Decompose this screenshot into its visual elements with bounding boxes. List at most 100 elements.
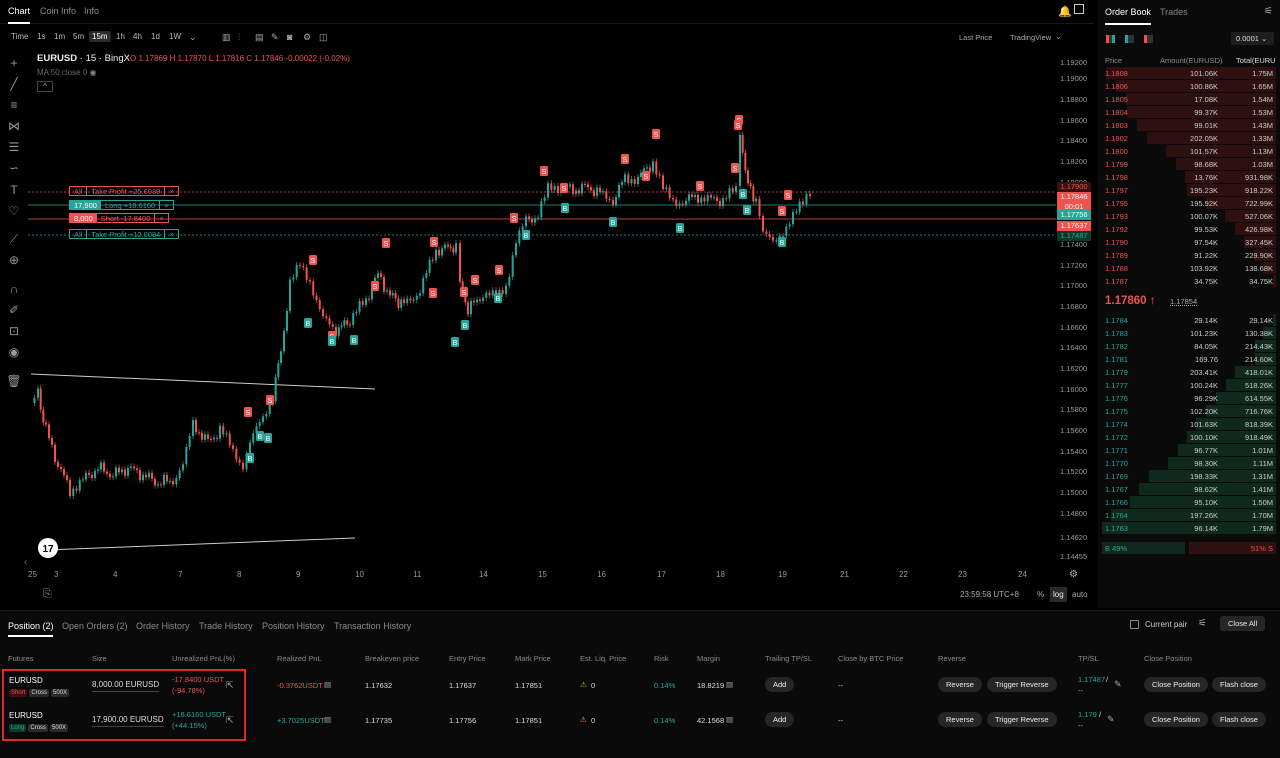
- bid-row[interactable]: 1.1769 198.33K 1.31M: [1102, 470, 1276, 482]
- eye-icon[interactable]: ◉: [8, 345, 20, 359]
- view-bids-icon[interactable]: [1125, 35, 1134, 43]
- layout-icon[interactable]: ◫: [319, 32, 328, 42]
- candle-type-icon[interactable]: ▥: [222, 32, 231, 42]
- trendline-icon[interactable]: ╱: [10, 77, 18, 91]
- tf-15m[interactable]: 15m: [89, 31, 111, 42]
- ask-row[interactable]: 1.1797 195.23K 918.22K: [1102, 184, 1276, 196]
- last-price-toggle[interactable]: Last Price: [959, 33, 993, 42]
- magnet-icon[interactable]: ∩: [9, 282, 19, 296]
- tf-time[interactable]: Time: [11, 32, 29, 41]
- ask-row[interactable]: 1.1803 99.01K 1.43M: [1102, 119, 1276, 131]
- bid-row[interactable]: 1.1783 101.23K 130.38K: [1102, 327, 1276, 339]
- tf-1h[interactable]: 1h: [116, 32, 125, 41]
- tab-order-history[interactable]: Order History: [136, 621, 190, 631]
- view-asks-icon[interactable]: [1144, 35, 1153, 43]
- bid-row[interactable]: 1.1767 98.62K 1.41M: [1102, 483, 1276, 495]
- trigger-reverse-button[interactable]: Trigger Reverse: [987, 677, 1057, 692]
- bid-row[interactable]: 1.1781 169.76 214.60K: [1102, 353, 1276, 365]
- tradingview-toggle[interactable]: TradingView: [1010, 33, 1052, 42]
- bid-row[interactable]: 1.1766 95.10K 1.50M: [1102, 496, 1276, 508]
- tab-info[interactable]: Info: [84, 6, 100, 16]
- date-range-icon[interactable]: ⎘: [43, 588, 52, 600]
- filter-icon[interactable]: ⚟: [1198, 618, 1207, 629]
- bid-row[interactable]: 1.1784 29.14K 29.14K: [1102, 314, 1276, 326]
- ask-row[interactable]: 1.1790 97.54K 327.45K: [1102, 236, 1276, 248]
- close-icon[interactable]: ×: [154, 214, 167, 223]
- ask-row[interactable]: 1.1798 13.76K 931.98K: [1102, 171, 1276, 183]
- tab-transaction-history[interactable]: Transaction History: [334, 621, 412, 631]
- bid-row[interactable]: 1.1772 100.10K 918.49K: [1102, 431, 1276, 443]
- bid-row[interactable]: 1.1763 96.14K 1.79M: [1102, 522, 1276, 534]
- details-icon[interactable]: ▤: [324, 715, 332, 724]
- tab-order-book[interactable]: Order Book: [1105, 7, 1152, 17]
- collapse-legend-button[interactable]: ^: [37, 81, 53, 92]
- tab-position-history[interactable]: Position History: [262, 621, 325, 631]
- close-position-button[interactable]: Close Position: [1144, 677, 1208, 692]
- close-position-button[interactable]: Close Position: [1144, 712, 1208, 727]
- ask-row[interactable]: 1.1802 202.05K 1.33M: [1102, 132, 1276, 144]
- bid-row[interactable]: 1.1770 98.30K 1.11M: [1102, 457, 1276, 469]
- bid-row[interactable]: 1.1771 96.77K 1.01M: [1102, 444, 1276, 456]
- ruler-icon[interactable]: ⟋: [9, 232, 19, 246]
- view-both-icon[interactable]: [1106, 35, 1115, 43]
- brush-icon[interactable]: ∽: [8, 161, 20, 175]
- tab-coin-info[interactable]: Coin Info: [40, 6, 77, 16]
- bid-row[interactable]: 1.1782 84.05K 214.43K: [1102, 340, 1276, 352]
- precision-select[interactable]: 0.0001 ⌄: [1231, 32, 1274, 45]
- ask-row[interactable]: 1.1789 91.22K 229.90K: [1102, 249, 1276, 261]
- tab-open-orders[interactable]: Open Orders (2): [62, 621, 128, 631]
- price-axis[interactable]: 1.19200 1.19000 1.18800 1.18600 1.18400 1.182…: [1056, 50, 1094, 568]
- reverse-button[interactable]: Reverse: [938, 677, 982, 692]
- tp-short-line-label[interactable]: All Take Profit +25.6939 ×: [69, 186, 179, 196]
- header-total[interactable]: Total(EURU: [1236, 56, 1276, 65]
- ask-row[interactable]: 1.1799 98.68K 1.03M: [1102, 158, 1276, 170]
- text-icon[interactable]: T: [10, 183, 18, 197]
- close-all-button[interactable]: Close All: [1220, 616, 1266, 631]
- tf-4h[interactable]: 4h: [133, 32, 142, 41]
- trash-icon[interactable]: 🗑: [6, 374, 22, 388]
- tp-long-line-label[interactable]: All Take Profit +12.0084 ×: [69, 229, 179, 239]
- tf-1d[interactable]: 1d: [151, 32, 160, 41]
- trailing-add-button[interactable]: Add: [765, 712, 795, 727]
- bid-row[interactable]: 1.1776 96.29K 614.55K: [1102, 392, 1276, 404]
- chart-canvas[interactable]: SSBBBSSBBBSSSSSSSSBBBBSSBSSSBBSSSSBBSSB1…: [28, 50, 1056, 568]
- bid-row[interactable]: 1.1779 203.41K 418.01K: [1102, 366, 1276, 378]
- camera-icon[interactable]: ◙: [287, 32, 293, 42]
- position-size[interactable]: 8,000.00 EURUSD: [92, 680, 160, 692]
- ask-row[interactable]: 1.1806 100.86K 1.65M: [1102, 80, 1276, 92]
- edit-icon[interactable]: ✎: [1107, 714, 1115, 724]
- tab-position[interactable]: Position (2): [8, 621, 54, 631]
- chevron-left-icon[interactable]: ‹: [24, 557, 28, 568]
- flash-close-button[interactable]: Flash close: [1212, 712, 1266, 727]
- bid-row[interactable]: 1.1777 100.24K 518.26K: [1102, 379, 1276, 391]
- trailing-add-button[interactable]: Add: [765, 677, 795, 692]
- indicators-icon[interactable]: ⫶: [238, 32, 241, 42]
- ask-row[interactable]: 1.1793 100.07K 527.06K: [1102, 210, 1276, 222]
- close-icon[interactable]: ×: [164, 230, 177, 239]
- edit-icon[interactable]: ✎: [271, 32, 279, 42]
- tab-trades[interactable]: Trades: [1160, 7, 1188, 17]
- reverse-button[interactable]: Reverse: [938, 712, 982, 727]
- trigger-reverse-button[interactable]: Trigger Reverse: [987, 712, 1057, 727]
- close-icon[interactable]: ×: [164, 187, 177, 196]
- share-icon[interactable]: ⇱: [226, 680, 234, 690]
- bid-row[interactable]: 1.1775 102.20K 716.76K: [1102, 405, 1276, 417]
- horizontal-lines-icon[interactable]: ≡: [10, 98, 18, 112]
- margin-edit-icon[interactable]: ▤: [726, 680, 734, 689]
- bell-icon[interactable]: 🔔: [1058, 6, 1072, 18]
- position-size[interactable]: 17,900.00 EURUSD: [92, 715, 164, 727]
- fib-icon[interactable]: ☰: [8, 140, 20, 154]
- log-toggle[interactable]: log: [1050, 587, 1067, 602]
- eye-icon[interactable]: ◉: [89, 68, 97, 77]
- settings-icon[interactable]: ⚙: [1069, 569, 1078, 580]
- settings-icon[interactable]: ⚙: [303, 32, 312, 42]
- ask-row[interactable]: 1.1788 103.92K 138.68K: [1102, 262, 1276, 274]
- close-icon[interactable]: ×: [159, 201, 172, 210]
- price-chart[interactable]: SSBBBSSBBBSSSSSSSSBBBBSSBSSSBBSSSSBBSSB1…: [28, 50, 1056, 568]
- tf-1s[interactable]: 1s: [37, 32, 46, 41]
- lock-icon[interactable]: ⊡: [8, 324, 20, 338]
- short-line-label[interactable]: 8,000 Short -17.8400 ×: [69, 213, 169, 223]
- fullscreen-icon[interactable]: [1074, 4, 1084, 14]
- bid-row[interactable]: 1.1774 101.63K 818.39K: [1102, 418, 1276, 430]
- tab-trade-history[interactable]: Trade History: [199, 621, 253, 631]
